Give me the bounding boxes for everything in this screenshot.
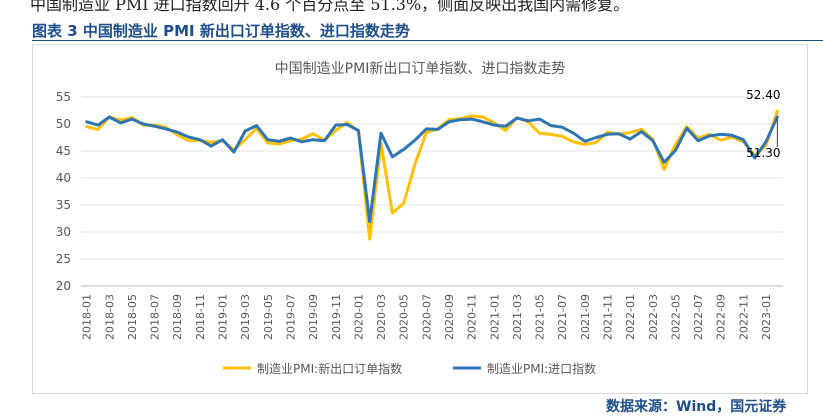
annotations: 52.40 51.30 xyxy=(746,88,780,160)
line-chart: 中国制造业PMI新出口订单指数、进口指数走势 2025303540455055 … xyxy=(56,61,783,376)
y-tick-label: 35 xyxy=(56,198,71,212)
figure-caption: 图表 3 中国制造业 PMI 新出口订单指数、进口指数走势 xyxy=(32,22,410,40)
x-tick-label: 2022-07 xyxy=(692,294,705,340)
gridlines xyxy=(81,96,783,287)
y-tick-label: 45 xyxy=(56,144,71,158)
x-tick-label: 2021-05 xyxy=(534,294,547,340)
x-tick-label: 2021-07 xyxy=(556,294,569,340)
x-tick-label: 2020-01 xyxy=(352,294,365,340)
x-tick-label: 2020-03 xyxy=(375,294,388,340)
x-tick-label: 2022-03 xyxy=(647,294,660,340)
x-tick-label: 2018-05 xyxy=(126,294,139,340)
x-tick-label: 2020-11 xyxy=(466,294,479,340)
y-tick-label: 30 xyxy=(56,225,71,239)
x-tick-label: 2019-11 xyxy=(330,294,343,340)
x-tick-label: 2018-11 xyxy=(194,294,207,340)
x-tick-label: 2019-05 xyxy=(262,294,275,340)
annotation-import-last: 51.30 xyxy=(746,146,780,160)
x-tick-label: 2020-05 xyxy=(398,294,411,340)
preceding-paragraph: 中国制造业 PMI 进口指数回升 4.6 个百分点至 51.3%，侧面反映出我国… xyxy=(30,0,630,14)
y-tick-label: 50 xyxy=(56,117,71,131)
x-tick-label: 2019-03 xyxy=(239,294,252,340)
y-tick-label: 40 xyxy=(56,171,71,185)
x-tick-label: 2020-09 xyxy=(443,294,456,340)
legend-label: 制造业PMI:进口指数 xyxy=(487,361,596,376)
caption-divider xyxy=(32,40,823,41)
annotation-export-last: 52.40 xyxy=(746,88,780,102)
x-tick-label: 2018-01 xyxy=(81,294,94,340)
x-tick-label: 2021-01 xyxy=(488,294,501,340)
series-lines xyxy=(85,109,779,241)
x-tick-label: 2019-01 xyxy=(217,294,230,340)
x-tick-label: 2018-09 xyxy=(171,294,184,340)
x-tick-label: 2022-05 xyxy=(669,294,682,340)
x-tick-label: 2022-09 xyxy=(715,294,728,340)
x-tick-label: 2019-09 xyxy=(307,294,320,340)
x-tick-label: 2019-07 xyxy=(284,294,297,340)
series-line-imports xyxy=(85,115,779,224)
x-axis-ticks: 2018-01 2018-03 2018-05 2018-07 2018-09 2018-… xyxy=(81,294,773,340)
source-note: 数据来源：Wind，国元证券 xyxy=(606,399,787,415)
y-tick-label: 20 xyxy=(56,279,71,293)
x-tick-label: 2023-01 xyxy=(760,294,773,340)
x-tick-label: 2021-11 xyxy=(602,294,615,340)
x-tick-label: 2022-11 xyxy=(737,294,750,340)
x-tick-label: 2021-09 xyxy=(579,294,592,340)
chart-title: 中国制造业PMI新出口订单指数、进口指数走势 xyxy=(275,61,566,77)
y-tick-label: 55 xyxy=(56,90,71,104)
x-tick-label: 2020-07 xyxy=(420,294,433,340)
x-tick-label: 2022-01 xyxy=(624,294,637,340)
chart-frame: 中国制造业PMI新出口订单指数、进口指数走势 20 25 30 35 40 45 50 55 … xyxy=(32,44,808,394)
x-tick-label: 2021-03 xyxy=(511,294,524,340)
y-tick-label: 25 xyxy=(56,252,71,266)
legend: 制造业PMI:新出口订单指数 制造业PMI:进口指数 xyxy=(223,361,596,376)
y-axis-ticks: 20 25 30 35 40 45 50 55 xyxy=(56,90,71,293)
x-tick-label: 2018-07 xyxy=(149,294,162,340)
x-tick-label: 2018-03 xyxy=(103,294,116,340)
legend-label: 制造业PMI:新出口订单指数 xyxy=(257,361,402,376)
